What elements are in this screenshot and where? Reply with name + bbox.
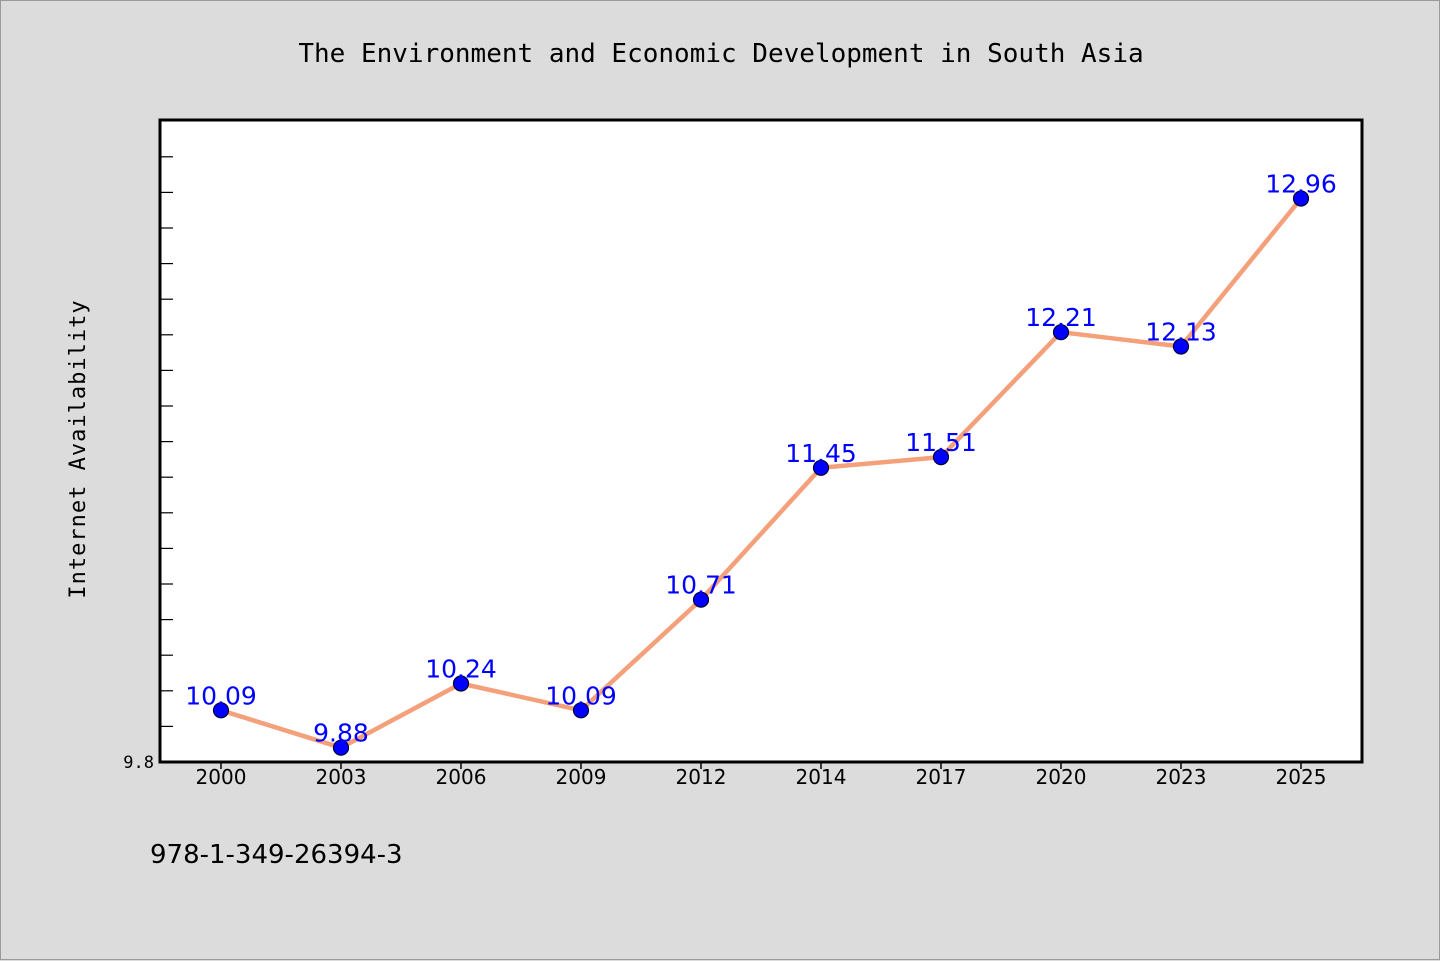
data-point-label: 9.88 [313,719,369,748]
data-point-label: 10.09 [545,681,617,710]
y-axis-label: Internet Availability [66,299,91,598]
plot-area [158,118,1364,764]
data-point-marker [572,702,590,719]
x-tick-label: 2025 [1276,765,1327,789]
x-tick-label: 2023 [1156,765,1207,789]
x-tick-label: 2020 [1036,765,1087,789]
data-point-label: 10.71 [665,571,737,600]
series-line [220,197,1303,750]
x-tick-label: 2017 [916,765,967,789]
data-point-label: 10.09 [185,681,257,710]
data-point-marker [452,675,470,692]
data-point-label: 12.96 [1265,170,1337,199]
x-tick-label: 2009 [556,765,607,789]
data-point-marker [692,591,710,608]
y-tick-label: 9.8 [123,753,154,773]
x-tick-label: 2014 [796,765,847,789]
data-point-marker [1172,338,1190,355]
data-point-label: 10.24 [425,655,497,684]
data-point-marker [1292,190,1310,207]
data-point-label: 11.45 [785,439,857,468]
x-tick-label: 2003 [316,765,367,789]
data-point-label: 11.51 [905,428,977,457]
data-point-marker [812,459,830,476]
data-markers [212,190,1310,756]
data-point-marker [932,449,950,466]
x-tick-label: 2006 [436,765,487,789]
x-axis: 2000 2003 2006 2009 2012 2014 2017 2020 2023 2025 [196,762,1327,789]
x-tick-label: 2012 [676,765,727,789]
chart-title: The Environment and Economic Development… [298,39,1143,69]
data-point-marker [212,702,230,719]
isbn-footer: 978-1-349-26394-3 [150,840,403,870]
data-point-marker [332,739,350,756]
x-tick-label: 2000 [196,765,247,789]
data-point-label: 12.21 [1025,303,1097,332]
data-labels: 10.09 9.88 10.24 10.09 10.71 11.45 11.51 12.21 1… [185,170,1337,748]
y-axis-ticks [160,156,173,728]
data-point-marker [1052,324,1070,341]
data-point-label: 12.13 [1145,318,1217,347]
